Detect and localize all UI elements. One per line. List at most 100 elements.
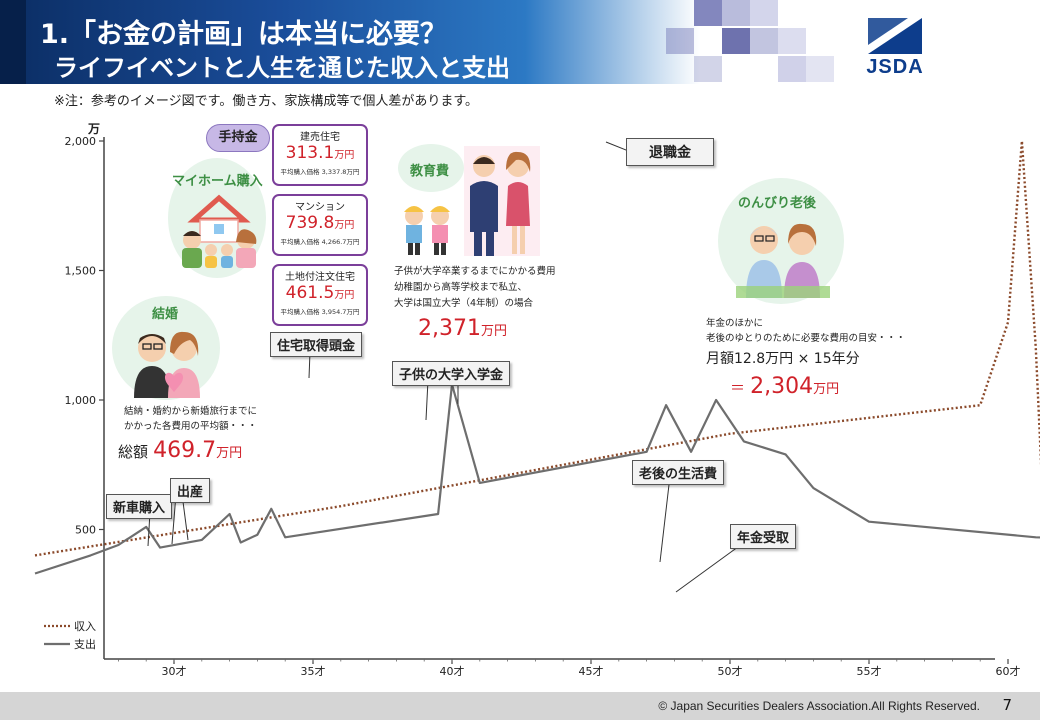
event-pension: 年金受取	[730, 524, 797, 549]
retirement-title: のんびり老後	[738, 196, 817, 211]
house-down-payment: 313.1万円	[274, 143, 366, 166]
expense-line	[34, 383, 1040, 575]
deco-square	[694, 56, 722, 82]
house-down-payment-value: 461.5	[285, 283, 335, 303]
house-box-custom-built: 土地付注文住宅 461.5万円 平均購入価格 3,954.7万円	[272, 264, 368, 326]
income-line	[34, 139, 1040, 557]
home-title: マイホーム購入	[172, 174, 263, 189]
education-title: 教育費	[410, 164, 450, 179]
legend-expense-line-icon	[44, 642, 70, 646]
x-tick-label: 45才	[579, 664, 604, 678]
house-down-payment-unit: 万円	[334, 290, 355, 301]
house-box-ready-built: 建売住宅 313.1万円 平均購入価格 3,337.8万円	[272, 124, 368, 186]
y-tick-label: 2,000	[65, 135, 97, 148]
deco-square	[666, 28, 694, 54]
cash-on-hand-badge: 手持金	[206, 124, 270, 152]
deco-square	[694, 0, 722, 26]
house-average-price: 平均購入価格 3,954.7万円	[280, 308, 360, 316]
deco-square	[806, 56, 834, 82]
callout-connector	[675, 543, 743, 593]
x-tick-label: 50才	[718, 664, 743, 678]
retirement-total-unit: 万円	[813, 382, 840, 397]
y-tick-label: 500	[75, 524, 96, 537]
education-description-line1: 子供が大学卒業するまでにかかる費用	[394, 266, 556, 277]
jsda-logo: JSDA	[864, 18, 926, 78]
event-new-car: 新車購入	[106, 494, 173, 519]
education-total-unit: 万円	[480, 324, 507, 339]
page-subtitle: ライフイベントと人生を通じた収入と支出	[54, 54, 510, 82]
legend-expense: 支出	[44, 635, 96, 653]
house-average-price: 平均購入価格 4,266.7万円	[280, 238, 360, 246]
copyright: © Japan Securities Dealers Association.A…	[658, 699, 980, 713]
marriage-description-line1: 結納・婚約から新婚旅行までに	[124, 406, 258, 417]
deco-square	[722, 0, 750, 26]
header-banner-edge	[0, 0, 26, 84]
house-type: マンション	[295, 202, 345, 213]
house-down-payment-value: 739.8	[285, 213, 335, 233]
retirement-monthly: 月額12.8万円 × 15年分	[706, 351, 860, 367]
event-home-down-payment: 住宅取得頭金	[270, 332, 363, 357]
page-number: 7	[1002, 696, 1012, 714]
event-university-entrance: 子供の大学入学金	[392, 361, 511, 386]
education-bubble	[398, 144, 464, 192]
event-retirement-living: 老後の生活費	[632, 460, 725, 485]
header-banner	[0, 0, 700, 84]
house-down-payment-unit: 万円	[334, 220, 355, 231]
y-tick-label: 1,000	[65, 394, 97, 407]
marriage-total-label: 総額	[118, 443, 149, 461]
house-type: 建売住宅	[300, 132, 340, 143]
callout-connector	[425, 379, 429, 421]
jsda-logo-mark-icon	[868, 18, 922, 54]
education-description-line2: 幼稚園から高等学校まで私立、	[394, 282, 528, 293]
deco-square	[778, 56, 806, 82]
deco-square	[750, 0, 778, 26]
education-description-line3: 大学は国立大学（4年制）の場合	[394, 298, 534, 309]
legend-income-label: 収入	[74, 620, 96, 633]
disclaimer-note: ※注：参考のイメージ図です。働き方、家族構成等で個人差があります。	[54, 94, 479, 109]
retirement-total: ＝ 2,304万円	[730, 374, 839, 399]
marriage-description-line2: かかった各費用の平均額・・・	[124, 421, 258, 432]
event-retirement-bonus: 退職金	[626, 138, 714, 166]
retirement-description-line1: 年金のほかに	[706, 318, 764, 329]
education-family-illustration-icon	[404, 146, 540, 256]
couple-illustration-icon	[134, 331, 200, 398]
education-total-value: 2,371	[418, 316, 481, 341]
family-house-illustration-icon	[182, 194, 257, 268]
retirement-total-value: 2,304	[750, 374, 814, 399]
event-birth: 出産	[170, 478, 211, 503]
deco-square	[750, 28, 778, 54]
chart-axes: 2,0001,5001,00050030才35才40才45才50才55才60才6…	[65, 135, 1021, 678]
house-average-price: 平均購入価格 3,337.8万円	[280, 168, 360, 176]
house-down-payment: 461.5万円	[274, 283, 366, 306]
deco-square	[778, 28, 806, 54]
legend-expense-label: 支出	[74, 638, 96, 651]
education-total: 2,371万円	[418, 316, 507, 341]
y-axis-unit: 万	[88, 122, 101, 136]
house-type: 土地付注文住宅	[285, 272, 355, 283]
footer-bar: © Japan Securities Dealers Association.A…	[0, 692, 1040, 720]
x-tick-label: 55才	[857, 664, 882, 678]
legend-income: 収入	[44, 617, 96, 635]
marriage-total: 総額 469.7万円	[118, 438, 242, 463]
legend-income-line-icon	[44, 624, 70, 628]
house-down-payment-value: 313.1	[285, 143, 335, 163]
x-tick-label: 35才	[301, 664, 326, 678]
chart-legend: 収入 支出	[44, 617, 96, 653]
x-tick-label: 40才	[440, 664, 465, 678]
elderly-couple-illustration-icon	[736, 223, 830, 298]
y-tick-label: 1,500	[65, 265, 97, 278]
x-tick-label: 60才	[996, 664, 1021, 678]
retirement-equals: ＝	[730, 379, 746, 397]
marriage-total-unit: 万円	[216, 446, 243, 461]
income-expense-chart: 2,0001,5001,00050030才35才40才45才50才55才60才6…	[34, 135, 1040, 678]
x-tick-label: 30才	[162, 664, 187, 678]
marriage-total-value: 469.7	[153, 438, 217, 463]
house-down-payment-unit: 万円	[334, 150, 355, 161]
callout-connector	[659, 475, 671, 563]
deco-square	[722, 28, 750, 54]
retirement-description-line2: 老後のゆとりのために必要な費用の目安・・・	[706, 333, 906, 344]
house-box-condo: マンション 739.8万円 平均購入価格 4,266.7万円	[272, 194, 368, 256]
house-down-payment: 739.8万円	[274, 213, 366, 236]
marriage-title: 結婚	[152, 307, 179, 322]
logo-text: JSDA	[866, 56, 924, 78]
